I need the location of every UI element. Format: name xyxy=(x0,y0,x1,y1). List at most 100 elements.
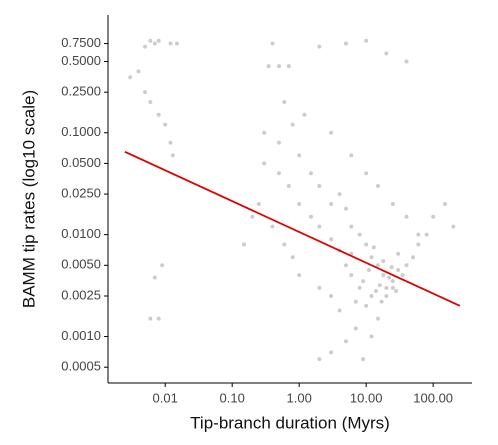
point xyxy=(163,122,168,127)
point xyxy=(371,245,376,250)
point xyxy=(262,130,267,135)
point xyxy=(148,100,153,105)
point xyxy=(266,64,271,69)
point xyxy=(168,140,173,145)
point xyxy=(381,273,386,278)
point xyxy=(369,255,374,260)
point xyxy=(389,265,394,270)
point xyxy=(361,357,366,362)
point xyxy=(136,69,141,74)
point xyxy=(308,171,313,176)
point xyxy=(394,288,399,293)
point xyxy=(170,153,175,158)
point xyxy=(290,255,295,260)
point xyxy=(451,224,456,229)
y-tick-label: 0.5000 xyxy=(61,53,101,68)
point xyxy=(297,273,302,278)
point xyxy=(396,251,401,256)
point xyxy=(353,299,358,304)
point xyxy=(384,293,389,298)
point xyxy=(286,184,291,189)
point xyxy=(250,214,255,219)
point xyxy=(152,41,157,46)
point xyxy=(256,201,261,206)
y-tick-label: 0.0500 xyxy=(61,155,101,170)
x-axis-title: Tip-branch duration (Myrs) xyxy=(190,413,390,432)
point xyxy=(375,263,380,268)
point xyxy=(404,263,409,268)
point xyxy=(364,303,369,308)
point xyxy=(317,44,322,49)
point xyxy=(431,214,436,219)
point xyxy=(337,308,342,313)
point xyxy=(297,201,302,206)
point xyxy=(344,206,349,211)
y-tick-label: 0.1000 xyxy=(61,124,101,139)
x-tick-label: 10.00 xyxy=(350,390,383,405)
x-tick-label: 0.10 xyxy=(220,390,245,405)
y-tick-label: 0.0010 xyxy=(61,328,101,343)
point xyxy=(416,232,421,237)
point xyxy=(317,357,322,362)
point xyxy=(366,267,371,272)
point xyxy=(160,263,165,268)
point xyxy=(329,350,334,355)
point xyxy=(156,112,161,117)
point xyxy=(416,242,421,247)
point xyxy=(317,184,322,189)
point xyxy=(349,224,354,229)
point xyxy=(344,263,349,268)
point xyxy=(329,237,334,242)
point xyxy=(329,201,334,206)
point xyxy=(337,192,342,197)
point xyxy=(364,242,369,247)
point xyxy=(277,140,282,145)
point xyxy=(282,242,287,247)
point xyxy=(375,316,380,321)
point xyxy=(270,41,275,46)
point xyxy=(148,316,153,321)
point xyxy=(377,283,382,288)
point xyxy=(404,59,409,64)
point xyxy=(390,279,395,284)
point xyxy=(361,279,366,284)
point xyxy=(353,326,358,331)
point xyxy=(174,41,179,46)
point xyxy=(384,51,389,56)
x-tick-label: 1.00 xyxy=(287,390,312,405)
point xyxy=(241,242,246,247)
point xyxy=(282,100,287,105)
point xyxy=(364,171,369,176)
point xyxy=(143,44,148,49)
point xyxy=(297,153,302,158)
x-tick-label: 0.01 xyxy=(153,390,178,405)
point xyxy=(404,214,409,219)
point xyxy=(369,334,374,339)
point xyxy=(410,255,415,260)
point xyxy=(344,41,349,46)
point xyxy=(357,285,362,290)
point xyxy=(369,293,374,298)
point xyxy=(152,275,157,280)
point xyxy=(400,273,405,278)
y-tick-label: 0.0050 xyxy=(61,257,101,272)
x-tick-label: 100.00 xyxy=(413,390,453,405)
point xyxy=(357,232,362,237)
y-tick-label: 0.0250 xyxy=(61,186,101,201)
point xyxy=(379,299,384,304)
fit-line xyxy=(124,150,461,307)
point xyxy=(390,285,395,290)
point xyxy=(349,273,354,278)
point xyxy=(302,112,307,117)
point xyxy=(396,267,401,272)
point xyxy=(143,90,148,95)
y-tick-label: 0.2500 xyxy=(61,84,101,99)
point xyxy=(384,285,389,290)
point xyxy=(364,38,369,43)
point xyxy=(317,285,322,290)
point xyxy=(290,122,295,127)
point xyxy=(308,214,313,219)
point xyxy=(128,75,133,80)
point xyxy=(148,38,153,43)
y-tick-label: 0.0005 xyxy=(61,359,101,374)
